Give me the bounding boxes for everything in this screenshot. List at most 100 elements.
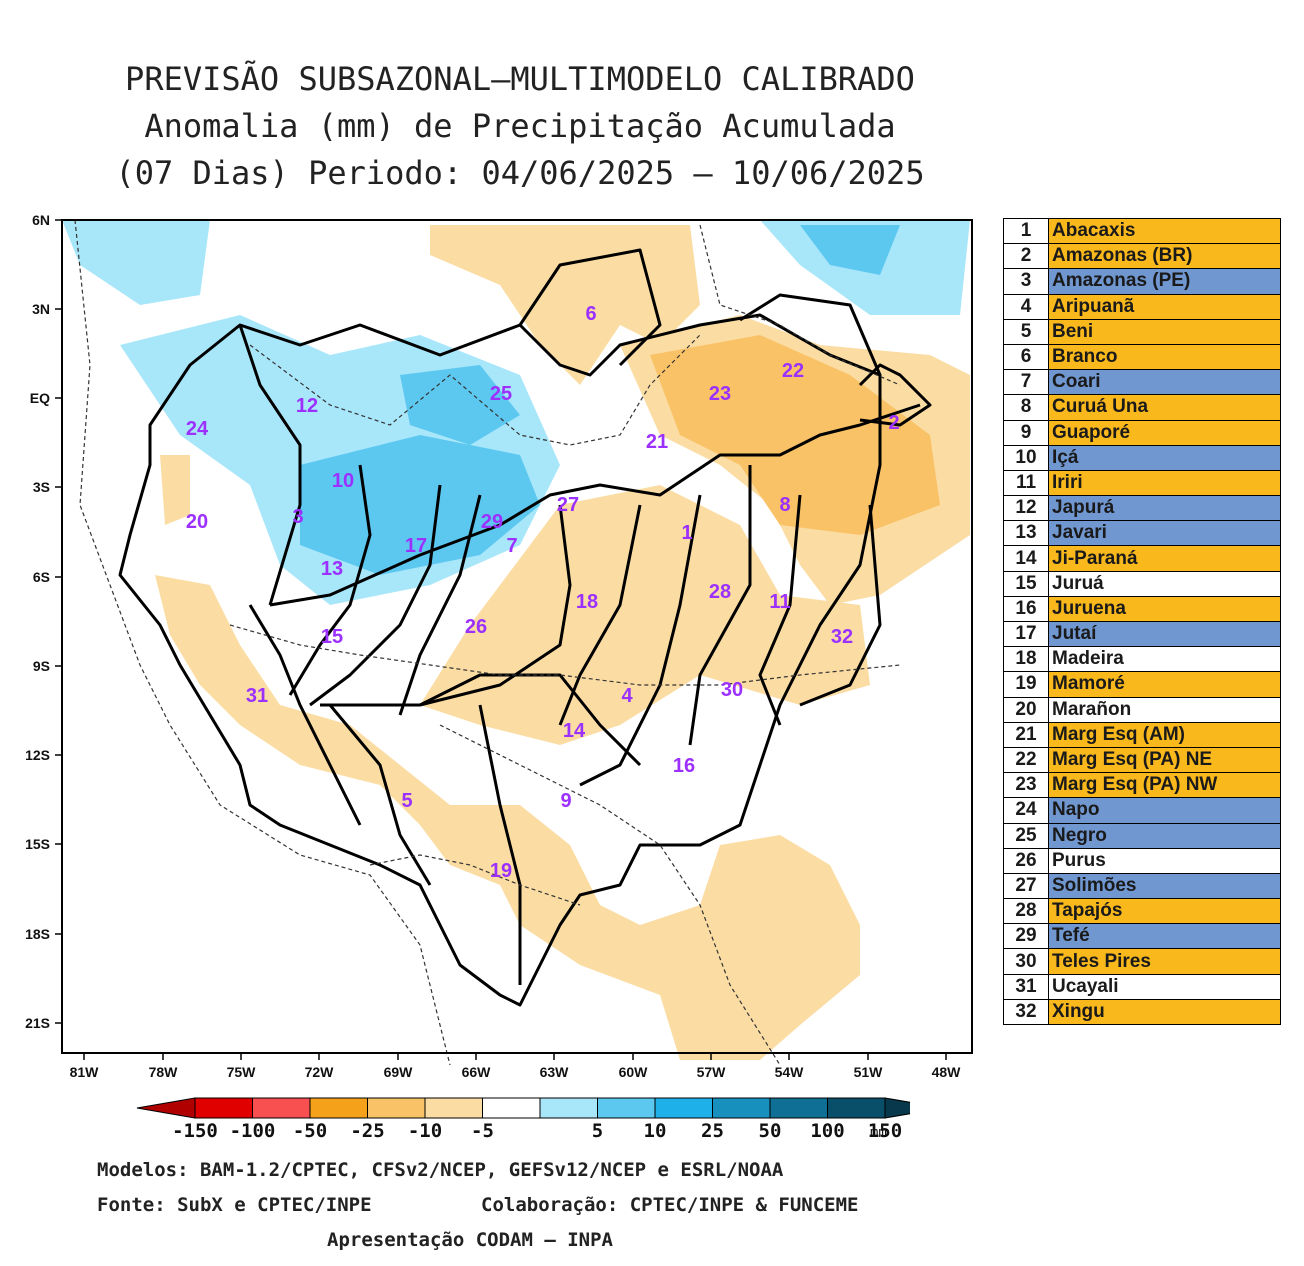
basin-label: 30 [721,679,743,701]
legend-basin-name: Ji-Paraná [1048,545,1281,572]
legend-basin-name: Branco [1048,343,1281,371]
legend-basin-name: Negro [1048,822,1281,849]
colorbar-high-end [884,1097,910,1119]
legend-row: 30 Teles Pires [1003,948,1281,975]
legend-basin-name: Marg Esq (AM) [1048,721,1281,748]
lat-label: 21S [25,1015,50,1031]
colorbar-label: -5 [471,1120,494,1142]
legend-row: 9 Guaporé [1003,419,1281,446]
basin-label: 26 [465,616,487,638]
legend-row: 21 Marg Esq (AM) [1003,721,1281,748]
legend-basin-number: 13 [1003,520,1049,547]
legend-basin-number: 29 [1003,923,1049,950]
legend-basin-name: Juruena [1048,595,1281,623]
legend-row: 29 Tefé [1003,923,1281,950]
basin-label: 1 [681,522,692,544]
footer-collaboration: Colaboração: CPTEC/INPE & FUNCEME [481,1194,859,1216]
basin-label: 18 [576,591,598,613]
legend-row: 12 Japurá [1003,495,1281,522]
basin-label: 3 [292,506,303,528]
colorbar-segments [136,1097,910,1119]
legend-basin-number: 1 [1003,217,1049,245]
legend-basin-name: Purus [1048,847,1281,874]
lon-label: 75W [227,1064,257,1080]
legend-row: 3 Amazonas (PE) [1003,268,1281,295]
basin-label: 19 [490,860,512,882]
legend-row: 28 Tapajós [1003,898,1281,925]
legend-basin-name: Amazonas (BR) [1048,243,1281,270]
footer-source: Fonte: SubX e CPTEC/INPE [97,1194,372,1216]
legend-basin-name: Içá [1048,444,1281,471]
legend-basin-number: 9 [1003,419,1049,446]
colorbar-label: -25 [350,1120,384,1142]
footer-models: Modelos: BAM-1.2/CPTEC, CFSv2/NCEP, GEFS… [97,1159,784,1181]
legend-basin-name: Mamoré [1048,671,1281,698]
basin-label: 8 [779,494,790,516]
legend-row: 10 Içá [1003,444,1281,471]
lon-label: 81W [70,1064,100,1080]
lon-label: 72W [305,1064,335,1080]
legend-row: 7 Coari [1003,369,1281,396]
legend-basin-number: 28 [1003,898,1049,925]
lon-label: 60W [619,1064,649,1080]
legend-row: 25 Negro [1003,822,1281,849]
legend-basin-name: Abacaxis [1048,217,1281,245]
basin-label: 2 [888,412,899,434]
country-borders [74,219,901,1066]
legend-row: 18 Madeira [1003,646,1281,673]
legend-basin-number: 2 [1003,243,1049,270]
legend-basin-name: Aripuanã [1048,293,1281,320]
legend-row: 2 Amazonas (BR) [1003,243,1281,270]
basin-label: 32 [831,626,853,648]
basin-label: 12 [296,395,318,417]
legend-basin-name: Solimões [1048,872,1281,900]
basin-label: 15 [321,626,343,648]
legend-basin-name: Beni [1048,318,1281,345]
legend-row: 14 Ji-Paraná [1003,545,1281,572]
legend-basin-number: 16 [1003,595,1049,623]
colorbar-segment [309,1097,368,1119]
colorbar-label: 10 [644,1120,667,1142]
colorbar-segment [482,1097,541,1119]
colorbar-label: -50 [293,1120,327,1142]
legend-row: 1 Abacaxis [1003,217,1281,245]
legend-row: 13 Javari [1003,520,1281,547]
legend-basin-number: 23 [1003,772,1049,799]
lat-label: 6S [33,569,50,585]
legend-basin-number: 12 [1003,495,1049,522]
legend-basin-number: 27 [1003,872,1049,900]
legend-row: 17 Jutaí [1003,620,1281,648]
longitude-axis: 81W 78W 75W 72W 69W 66W 63W 60W 57W 54W … [70,1053,961,1080]
lon-label: 51W [854,1064,884,1080]
legend-row: 15 Juruá [1003,570,1281,597]
map-title-line-3: (07 Dias) Periodo: 04/06/2025 — 10/06/20… [115,154,925,192]
colorbar-segment [367,1097,426,1119]
basin-label: 31 [246,685,268,707]
legend-row: 6 Branco [1003,343,1281,371]
legend-row: 4 Aripuanã [1003,293,1281,320]
lon-label: 78W [149,1064,179,1080]
legend-basin-name: Ucayali [1048,973,1281,1000]
colorbar-segment [827,1097,886,1119]
legend-basin-name: Tefé [1048,923,1281,950]
colorbar-labels: -150 -100 -50 -25 -10 -5 5 10 25 50 100 150 [172,1120,902,1142]
basin-label: 11 [769,591,790,613]
legend-row: 27 Solimões [1003,872,1281,900]
legend-basin-number: 21 [1003,721,1049,748]
legend-basin-number: 24 [1003,797,1049,824]
legend-basin-name: Guaporé [1048,419,1281,446]
legend-basin-number: 22 [1003,746,1049,774]
colorbar-label: 25 [701,1120,724,1142]
legend-basin-name: Javari [1048,520,1281,547]
lon-label: 63W [540,1064,570,1080]
colorbar-label: -10 [408,1120,442,1142]
colorbar-segment [597,1097,656,1119]
legend-basin-name: Iriri [1048,469,1281,497]
latitude-axis: 6N 3N EQ 3S 6S 9S 12S 15S 18S 21S [25,212,62,1031]
colorbar-segment [654,1097,713,1119]
colorbar-segment [252,1097,311,1119]
legend-basin-number: 26 [1003,847,1049,874]
basin-label: 25 [490,383,512,405]
lon-label: 57W [697,1064,727,1080]
basin-label: 24 [186,418,209,440]
